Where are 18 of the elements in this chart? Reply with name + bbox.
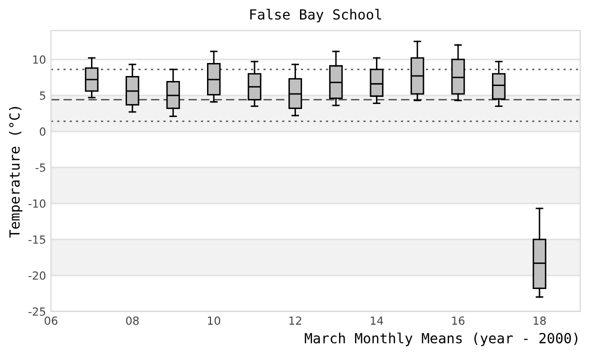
chart-title: False Bay School bbox=[250, 8, 382, 22]
y-tick-label: 10 bbox=[33, 55, 46, 64]
x-axis-title: March Monthly Means (year - 2000) bbox=[304, 332, 578, 346]
x-tick-label: 18 bbox=[534, 316, 546, 325]
y-tick-label: 5 bbox=[40, 92, 46, 100]
y-tick-label: -5 bbox=[36, 164, 46, 172]
x-tick-label: 12 bbox=[289, 316, 302, 325]
y-tick-label: -20 bbox=[28, 271, 46, 280]
x-tick-label: 10 bbox=[208, 316, 220, 325]
y-tick-label: -15 bbox=[28, 236, 46, 244]
x-tick-label: 08 bbox=[126, 316, 139, 325]
x-tick-label: 06 bbox=[44, 316, 58, 325]
y-tick-label: 0 bbox=[40, 127, 46, 136]
y-tick-label: -10 bbox=[28, 199, 46, 208]
x-tick-label: 16 bbox=[452, 316, 464, 325]
y-axis-title: Temperature (°C) bbox=[9, 106, 22, 238]
x-tick-label: 14 bbox=[370, 316, 384, 325]
y-tick-label: -25 bbox=[28, 307, 46, 316]
